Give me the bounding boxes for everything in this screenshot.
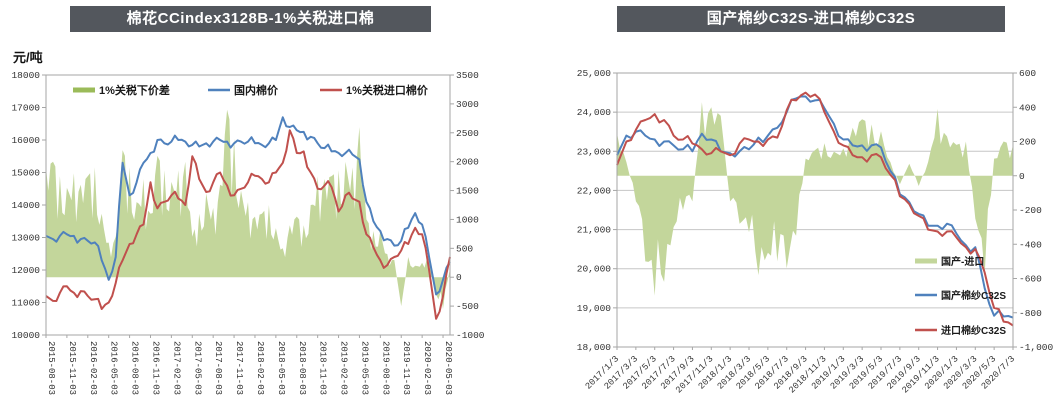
- legend-swatch-tariff-spread-area: [73, 87, 95, 93]
- right-axis-tick-label: 400: [1019, 102, 1036, 113]
- x-axis-tick-label: 2015-11-03: [67, 341, 77, 395]
- x-axis-tick-label: 2018-05-03: [276, 341, 286, 395]
- legend-label-domestic-cotton-line: 国内棉价: [234, 83, 279, 97]
- legend-label-import-cotton-line: 1%关税进口棉价: [346, 83, 429, 97]
- x-axis: 2015-08-03 2015-11-03 2016-02-03 2016-05-03…: [45, 335, 453, 395]
- legend-label-import-yarn-line: 进口棉纱C32S: [941, 324, 1006, 337]
- left-axis-tick-label: 18000: [11, 70, 40, 81]
- tariff-spread-area: [46, 109, 450, 309]
- legend-label-yarn-spread-area: 国产-进口: [941, 255, 984, 268]
- x-axis-tick-label: 2019-11-03: [401, 341, 411, 395]
- x-axis-tick-label: 2017-11-03: [234, 341, 244, 395]
- left-axis-tick-label: 17000: [11, 103, 40, 114]
- right-axis-tick-label: -1,000: [1019, 342, 1054, 353]
- right-chart-title: 国产棉纱C32S-进口棉纱C32S: [617, 6, 1005, 32]
- right-axis-tick-label: 200: [1019, 137, 1036, 148]
- left-chart-title: 棉花CCindex3128B-1%关税进口棉: [70, 6, 431, 32]
- x-axis-tick-label: 2019-08-03: [380, 341, 390, 395]
- right-axis-tick-label: -1000: [456, 330, 485, 341]
- left-axis-tick-label: 21,000: [577, 225, 612, 236]
- right-axis-tick-label: 3000: [456, 99, 479, 110]
- right-axis-tick-label: 2000: [456, 157, 479, 168]
- legend: 1%关税下价差 国内棉价 1%关税进口棉价: [73, 83, 429, 97]
- x-axis-tick-label: 2018-02-03: [255, 341, 265, 395]
- right-axis-tick-label: 2500: [456, 128, 479, 139]
- x-axis-tick-label: 2017-02-03: [171, 341, 181, 395]
- legend-label-domestic-yarn-line: 国产棉纱C32S: [941, 289, 1006, 302]
- domestic-cotton-line: [45, 116, 451, 296]
- legend-label-tariff-spread-area: 1%关税下价差: [99, 83, 170, 97]
- legend-swatch-import-yarn-line: [915, 328, 937, 332]
- x-axis-tick-label: 2017-05-03: [192, 341, 202, 395]
- left-axis-tick-label: 11000: [11, 298, 40, 309]
- left-axis-tick-label: 23,000: [577, 146, 612, 157]
- left-axis-tick-label: 19,000: [577, 303, 612, 314]
- x-axis-tick-label: 2016-05-03: [109, 341, 119, 395]
- right-axis-tick-label: -400: [1019, 239, 1042, 250]
- x-axis: 2017/1/32017/3/32017/5/32017/7/32017/9/3…: [583, 347, 1017, 395]
- legend-swatch-domestic-cotton-line: [208, 88, 230, 92]
- x-axis-tick-label: 2020-05-03: [443, 341, 453, 395]
- right-axis-tick-label: -800: [1019, 308, 1042, 319]
- x-axis-tick-label: 2017-08-03: [213, 341, 223, 395]
- x-axis-tick-label: 2018-11-03: [318, 341, 328, 395]
- x-axis-tick-label: 2019-02-03: [339, 341, 349, 395]
- legend-swatch-yarn-spread-area: [915, 258, 937, 264]
- left-axis-tick-label: 22,000: [577, 185, 612, 196]
- legend-swatch-import-cotton-line: [320, 88, 342, 92]
- right-axis-tick-label: 0: [456, 272, 462, 283]
- left-axis-tick-label: 16000: [11, 135, 40, 146]
- right-axis-tick-label: 3500: [456, 70, 479, 81]
- import-yarn-line: [616, 91, 1014, 327]
- domestic-yarn-line: [616, 95, 1014, 319]
- x-axis-tick-label: 2016-02-03: [88, 341, 98, 395]
- left-axis-tick-label: 18,000: [577, 342, 612, 353]
- right-axis-tick-label: -200: [1019, 205, 1042, 216]
- left-axis-tick-label: 24,000: [577, 107, 612, 118]
- left-axis-tick-label: 14000: [11, 200, 40, 211]
- left-axis: 18,000 19,000 20,000 21,000 22,000 23,000 24,0…: [577, 68, 617, 353]
- left-axis: 10000 11000 12000 13000 14000 15000 16000 17000…: [11, 70, 46, 341]
- left-axis-tick-label: 15000: [11, 168, 40, 179]
- left-axis-tick-label: 10000: [11, 330, 40, 341]
- import-cotton-line: [45, 129, 451, 320]
- right-axis-tick-label: 500: [456, 243, 473, 254]
- x-axis-tick-label: 2019-05-03: [359, 341, 369, 395]
- x-axis-tick-label: 2020-02-03: [422, 341, 432, 395]
- left-axis-tick-label: 25,000: [577, 68, 612, 79]
- right-axis: -1,000 -800 -600 -400 -200 0 200 400 600: [1013, 68, 1054, 353]
- right-axis-tick-label: -500: [456, 301, 479, 312]
- right-axis-tick-label: 1000: [456, 214, 479, 225]
- x-axis-tick-label: 2018-08-03: [297, 341, 307, 395]
- yarn-spread-area: [617, 102, 1013, 296]
- cotton-price-spread-chart: 1000011000120001300014000150001600017000…: [11, 70, 485, 395]
- x-axis-tick-label: 2016-08-03: [130, 341, 140, 395]
- right-axis-tick-label: 1500: [456, 186, 479, 197]
- right-axis-tick-label: 0: [1019, 171, 1025, 182]
- right-axis-tick-label: 600: [1019, 68, 1036, 79]
- left-axis-tick-label: 20,000: [577, 264, 612, 275]
- left-axis-tick-label: 12000: [11, 265, 40, 276]
- x-axis-tick-label: 2016-11-03: [151, 341, 161, 395]
- yarn-price-spread-chart: 18,000 19,000 20,000 21,000 22,000 23,000 24,0…: [577, 68, 1054, 395]
- legend-swatch-domestic-yarn-line: [915, 293, 937, 297]
- x-axis-tick-label: 2015-08-03: [46, 341, 56, 395]
- left-chart-unit-label: 元/吨: [13, 50, 43, 65]
- right-axis: -1000 -500 0 500 1000 1500 2000 2500 3000 3500: [450, 70, 485, 341]
- left-axis-tick-label: 13000: [11, 233, 40, 244]
- right-axis-tick-label: -600: [1019, 274, 1042, 285]
